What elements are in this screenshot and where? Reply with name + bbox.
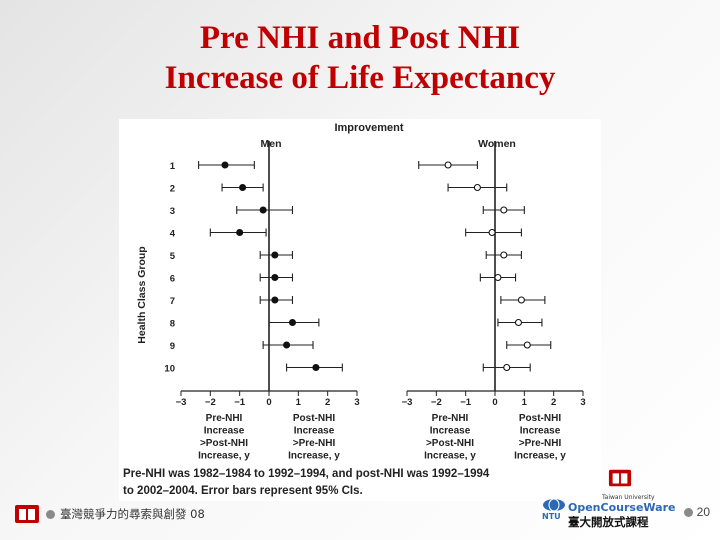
x-tick-label: 3 (354, 397, 359, 408)
data-point (494, 273, 502, 282)
annotation-left: >Post-NHI (200, 438, 248, 449)
data-point (444, 161, 452, 169)
data-point (259, 206, 267, 214)
annotation-right: >Pre-NHI (293, 438, 336, 449)
x-tick-label: 2 (325, 397, 330, 408)
footer-right: 20 (683, 505, 710, 519)
footer-left: 臺灣競爭力的尋索與創發 08 (14, 503, 205, 525)
caption-line-1: Pre-NHI was 1982–1984 to 1992–1994, and … (123, 468, 490, 480)
annotation-left: Pre-NHI (432, 413, 469, 424)
data-point (271, 251, 279, 259)
title-line-1: Pre NHI and Post NHI (199, 20, 521, 56)
ocw-chinese-name: 臺大開放式課程 (568, 515, 649, 529)
y-tick-label: 2 (170, 184, 175, 195)
y-tick-label: 5 (170, 251, 176, 262)
data-point (517, 296, 525, 304)
x-tick-label: 1 (296, 397, 302, 408)
x-tick-label: −1 (234, 397, 246, 408)
panel-title-women: Women (478, 138, 516, 150)
data-point (288, 318, 297, 327)
y-tick-label: 6 (170, 274, 175, 285)
title-line-2: Increase of Life Expectancy (164, 60, 556, 96)
data-point (500, 206, 508, 214)
book-icon-top (608, 469, 632, 487)
y-tick-label: 8 (170, 319, 175, 330)
data-point (283, 341, 291, 349)
annotation-right: Increase (294, 426, 335, 437)
globe-icon (543, 498, 565, 512)
y-tick-label: 4 (170, 229, 176, 240)
page-number: 20 (696, 505, 710, 519)
footer-text: 臺灣競爭力的尋索與創發 08 (60, 507, 205, 521)
x-tick-label: −2 (431, 397, 442, 408)
annotation-right: Increase, y (514, 451, 566, 462)
data-point (514, 318, 523, 327)
annotation-left: Pre-NHI (206, 413, 243, 424)
y-tick-label: 3 (170, 206, 175, 217)
caption-line-2: to 2002–2004. Error bars represent 95% C… (123, 485, 363, 497)
x-tick-label: 0 (492, 397, 497, 408)
annotation-right: Post-NHI (519, 413, 561, 424)
data-point (221, 161, 229, 169)
x-tick-label: −1 (460, 397, 472, 408)
annotation-left: Increase, y (424, 451, 476, 462)
annotation-right: Increase (520, 426, 561, 437)
data-point (239, 183, 247, 192)
data-point (236, 228, 244, 237)
slide-title: Pre NHI and Post NHI Increase of Life Ex… (0, 18, 720, 98)
x-tick-label: 1 (522, 397, 528, 408)
x-tick-label: −2 (205, 397, 216, 408)
data-point (523, 341, 531, 349)
data-point (473, 183, 481, 192)
x-tick-label: −3 (176, 397, 187, 408)
ocw-university: Taiwan University (602, 494, 655, 501)
data-point (271, 273, 279, 282)
x-tick-label: 3 (580, 397, 585, 408)
forest-plot-figure: Improvement Health Class Group Men −3 −2 −1… (119, 119, 601, 501)
ocw-ntu: NTU (542, 512, 561, 521)
annotation-left: Increase, y (198, 451, 250, 462)
y-tick-label: 7 (170, 296, 175, 307)
annotation-right: Increase, y (288, 451, 340, 462)
bullet-dot-icon (46, 509, 55, 519)
data-point (503, 363, 511, 372)
annotation-left: Increase (430, 426, 471, 437)
annotation-left: >Post-NHI (426, 438, 474, 449)
annotation-left: Increase (204, 426, 245, 437)
y-tick-label: 9 (170, 341, 175, 352)
y-tick-label: 1 (170, 161, 176, 172)
ocw-logo: Taiwan University NTU OpenCourseWare 臺大開… (540, 469, 675, 530)
data-point (271, 296, 279, 304)
data-point (500, 251, 508, 259)
chart-title: Improvement (334, 122, 403, 134)
annotation-right: >Pre-NHI (519, 438, 562, 449)
x-tick-label: 0 (266, 397, 271, 408)
data-point (312, 363, 320, 372)
annotation-right: Post-NHI (293, 413, 335, 424)
ocw-name: OpenCourseWare (568, 501, 676, 514)
y-tick-label: 10 (164, 364, 175, 375)
y-axis-label: Health Class Group (136, 246, 148, 343)
data-point (488, 228, 496, 237)
x-tick-label: 2 (551, 397, 556, 408)
x-tick-label: −3 (402, 397, 413, 408)
panel-title-men: Men (261, 138, 282, 150)
book-icon (15, 505, 39, 523)
forest-plot-svg: Improvement Health Class Group Men −3 −2 −1… (123, 122, 586, 497)
bullet-dot-icon (683, 507, 693, 517)
